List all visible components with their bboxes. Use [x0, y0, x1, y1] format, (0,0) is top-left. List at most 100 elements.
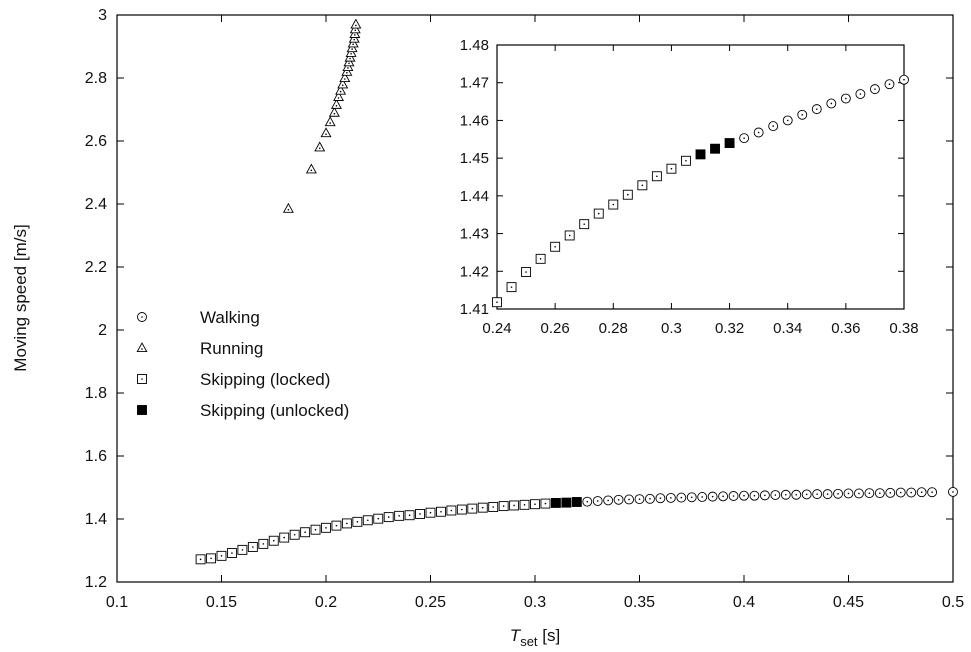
- inset-point-square-dot: [681, 155, 691, 166]
- main-point-walking: [927, 487, 938, 498]
- legend-marker-running: [136, 342, 148, 353]
- main-x-tick-label: 0.5: [942, 594, 964, 611]
- main-y-tick-label: 3: [98, 7, 107, 24]
- main-point-skipping-locked: [540, 498, 551, 509]
- inset-point-square-dot: [651, 171, 662, 182]
- main-point-skipping-locked: [530, 499, 540, 510]
- main-x-tick-label: 0.45: [833, 594, 864, 611]
- main-point-walking: [613, 494, 624, 505]
- main-y-tick-label: 2.4: [85, 196, 107, 213]
- main-x-tick-label: 0.15: [206, 594, 237, 611]
- inset-point-square-dot: [521, 267, 532, 277]
- main-point-walking: [707, 491, 718, 502]
- main-point-walking: [791, 489, 802, 500]
- main-point-walking: [822, 489, 833, 500]
- inset-y-tick-label: 1.47: [460, 75, 489, 92]
- main-x-tick-label: 0.4: [733, 594, 755, 611]
- main-point-walking: [686, 492, 697, 503]
- main-x-tick-label: 0.25: [415, 594, 446, 611]
- main-point-walking: [916, 487, 927, 498]
- inset-point-circle-dot: [739, 133, 750, 144]
- inset-point-circle-dot: [782, 115, 793, 126]
- main-point-skipping-locked: [519, 499, 530, 510]
- legend-label: Skipping (locked): [200, 370, 330, 389]
- main-y-tick-label: 2: [98, 322, 107, 339]
- main-point-skipping-locked: [352, 516, 363, 527]
- main-point-skipping-locked: [258, 538, 269, 549]
- main-y-tick-label: 2.8: [85, 70, 107, 87]
- inset-point-circle-dot: [899, 74, 909, 85]
- x-axis-label-main: T: [510, 626, 522, 645]
- inset-point-circle-dot: [840, 93, 851, 104]
- main-point-skipping-locked: [383, 512, 394, 523]
- inset-y-tick-label: 1.44: [460, 188, 489, 205]
- legend: Walking Running Skipping (locked) Skipping …: [136, 308, 349, 420]
- inset-point-square-dot: [593, 208, 604, 219]
- inset-x-tick-label: 0.26: [541, 320, 570, 337]
- main-point-skipping-unlocked: [550, 497, 561, 508]
- main-point-walking: [624, 494, 634, 505]
- inset-y-tick-label: 1.45: [460, 150, 489, 167]
- main-x-tick-label: 0.3: [524, 594, 546, 611]
- main-point-running: [347, 37, 359, 48]
- inset-y-tick-label: 1.42: [460, 263, 489, 280]
- x-axis-label-sub: set: [520, 634, 538, 649]
- inset-y-tick-label: 1.48: [460, 37, 489, 54]
- main-points: [195, 18, 958, 565]
- main-point-walking: [854, 488, 864, 499]
- main-point-running: [342, 61, 354, 72]
- main-point-walking: [906, 487, 917, 498]
- main-point-skipping-locked: [498, 501, 509, 512]
- main-point-walking: [749, 490, 760, 501]
- main-point-running: [320, 127, 332, 138]
- inset-point-filled-square: [695, 149, 706, 160]
- inset-point-square-dot: [579, 219, 590, 230]
- inset-point-square-dot: [492, 297, 502, 308]
- main-point-running: [337, 78, 349, 89]
- main-y-tick-label: 1.4: [85, 511, 107, 528]
- main-point-running: [305, 163, 317, 174]
- main-point-skipping-locked: [425, 507, 436, 518]
- main-point-skipping-locked: [404, 510, 415, 521]
- main-point-running: [350, 18, 362, 29]
- main-point-walking: [948, 486, 958, 497]
- main-point-walking: [655, 493, 666, 504]
- inset-point-circle-dot: [768, 121, 779, 132]
- legend-label: Walking: [200, 308, 260, 327]
- main-point-skipping-locked: [247, 542, 258, 552]
- main-point-skipping-unlocked: [571, 497, 582, 507]
- main-point-skipping-locked: [300, 527, 311, 538]
- inset-point-circle-dot: [811, 104, 822, 115]
- main-point-skipping-unlocked: [561, 497, 572, 508]
- main-point-skipping-locked: [341, 518, 352, 529]
- main-ticks: 0.1 0.15 0.2 0.25 0.3 0.35 0.4 0.45 0.5 1.2 1.4 1.6…: [85, 7, 964, 611]
- x-axis-label-unit: [s]: [538, 626, 561, 645]
- main-point-walking: [697, 492, 708, 502]
- main-point-running: [314, 141, 326, 152]
- main-y-tick-label: 2.2: [85, 259, 107, 276]
- main-point-walking: [885, 487, 896, 498]
- main-point-walking: [592, 496, 603, 506]
- main-point-skipping-locked: [436, 506, 446, 517]
- inset-point-circle-dot: [753, 127, 764, 138]
- main-point-running: [282, 202, 294, 213]
- inset-x-tick-label: 0.28: [599, 320, 628, 337]
- inset-plot-frame: [496, 44, 905, 310]
- main-point-walking: [634, 494, 645, 505]
- inset-point-filled-square: [710, 143, 720, 154]
- legend-label: Running: [200, 339, 263, 358]
- main-point-walking: [874, 488, 885, 499]
- inset-point-circle-dot: [884, 79, 895, 90]
- main-point-skipping-locked: [446, 505, 457, 516]
- main-point-walking: [843, 488, 854, 499]
- main-point-walking: [665, 492, 676, 503]
- main-point-running: [330, 98, 342, 109]
- main-point-running: [339, 72, 351, 83]
- inset-point-circle-dot: [855, 89, 866, 99]
- main-point-skipping-locked: [456, 504, 467, 515]
- main-point-running: [341, 65, 353, 76]
- main-point-skipping-locked: [216, 550, 227, 561]
- main-point-walking: [759, 490, 770, 501]
- main-x-tick-label: 0.35: [624, 594, 655, 611]
- inset-point-square-dot: [506, 282, 517, 293]
